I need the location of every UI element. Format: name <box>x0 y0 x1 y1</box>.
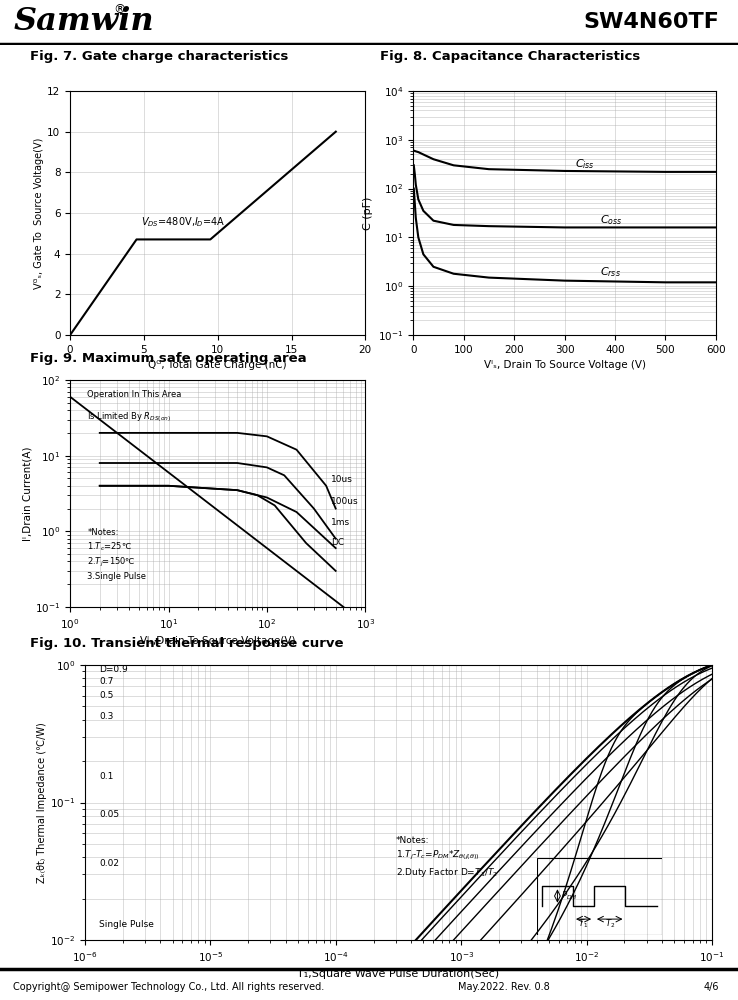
Text: SW4N60TF: SW4N60TF <box>584 12 720 32</box>
Text: Fig. 7. Gate charge characteristics: Fig. 7. Gate charge characteristics <box>30 50 288 63</box>
X-axis label: Vᴵₛ, Drain To Source Voltage (V): Vᴵₛ, Drain To Source Voltage (V) <box>483 360 646 370</box>
Text: 0.5: 0.5 <box>99 691 114 700</box>
Text: DC: DC <box>331 538 345 547</box>
Text: 4/6: 4/6 <box>704 982 720 992</box>
Text: 100us: 100us <box>331 497 359 506</box>
Text: *Notes:
1.$T_j$-$T_c$=$P_{DM}$*$Z_{\theta(j(\theta))}$
2.Duty Factor D=$T_1$/$T_: *Notes: 1.$T_j$-$T_c$=$P_{DM}$*$Z_{\thet… <box>396 836 498 879</box>
Text: 0.1: 0.1 <box>99 772 114 781</box>
Text: $C_{iss}$: $C_{iss}$ <box>575 157 595 171</box>
Text: $T_1$: $T_1$ <box>579 918 589 930</box>
Y-axis label: Zₖ₍θt₎ Thermal Impedance (℃/W): Zₖ₍θt₎ Thermal Impedance (℃/W) <box>37 722 47 883</box>
Y-axis label: Vᴳₛ, Gate To  Source Voltage(V): Vᴳₛ, Gate To Source Voltage(V) <box>35 137 44 289</box>
Text: May.2022. Rev. 0.8: May.2022. Rev. 0.8 <box>458 982 549 992</box>
Text: 0.3: 0.3 <box>99 712 114 721</box>
Text: $C_{oss}$: $C_{oss}$ <box>600 213 622 227</box>
Text: D=0.9: D=0.9 <box>99 665 128 674</box>
Text: ®: ® <box>113 3 125 16</box>
Text: 0.05: 0.05 <box>99 810 120 819</box>
Text: $C_{rss}$: $C_{rss}$ <box>600 265 621 279</box>
Y-axis label: Iᴵ,Drain Current(A): Iᴵ,Drain Current(A) <box>22 446 32 541</box>
Text: Fig. 8. Capacitance Characteristics: Fig. 8. Capacitance Characteristics <box>380 50 641 63</box>
Text: Samwin: Samwin <box>13 6 154 37</box>
Text: 1ms: 1ms <box>331 518 351 527</box>
X-axis label: T₁,Square Wave Pulse Duration(Sec): T₁,Square Wave Pulse Duration(Sec) <box>297 969 500 979</box>
Text: Fig. 9. Maximum safe operating area: Fig. 9. Maximum safe operating area <box>30 352 306 365</box>
Text: *Notes:
1.$T_c$=25℃
2.$T_j$=150℃
3.Single Pulse: *Notes: 1.$T_c$=25℃ 2.$T_j$=150℃ 3.Singl… <box>87 528 146 581</box>
Text: Is Limited By $R_{DS(on)}$: Is Limited By $R_{DS(on)}$ <box>87 410 172 424</box>
X-axis label: Qᴳ, Total Gate Charge (nC): Qᴳ, Total Gate Charge (nC) <box>148 360 287 370</box>
Text: 10us: 10us <box>331 475 353 484</box>
Text: Operation In This Area: Operation In This Area <box>87 390 182 399</box>
Text: 0.7: 0.7 <box>99 677 114 686</box>
X-axis label: Vᴵₛ,Drain To Source Voltage(V): Vᴵₛ,Drain To Source Voltage(V) <box>140 636 295 646</box>
Text: $P_{DM}$: $P_{DM}$ <box>561 890 577 902</box>
Text: $T_2$: $T_2$ <box>604 918 615 930</box>
Text: $V_{DS}$=480V,$I_D$=4A: $V_{DS}$=480V,$I_D$=4A <box>141 215 226 229</box>
Text: Single Pulse: Single Pulse <box>99 920 154 929</box>
Y-axis label: C (pF): C (pF) <box>362 196 373 230</box>
Text: Copyright@ Semipower Technology Co., Ltd. All rights reserved.: Copyright@ Semipower Technology Co., Ltd… <box>13 982 325 992</box>
Text: 0.02: 0.02 <box>99 859 119 868</box>
Text: Fig. 10. Transient thermal response curve: Fig. 10. Transient thermal response curv… <box>30 637 343 650</box>
